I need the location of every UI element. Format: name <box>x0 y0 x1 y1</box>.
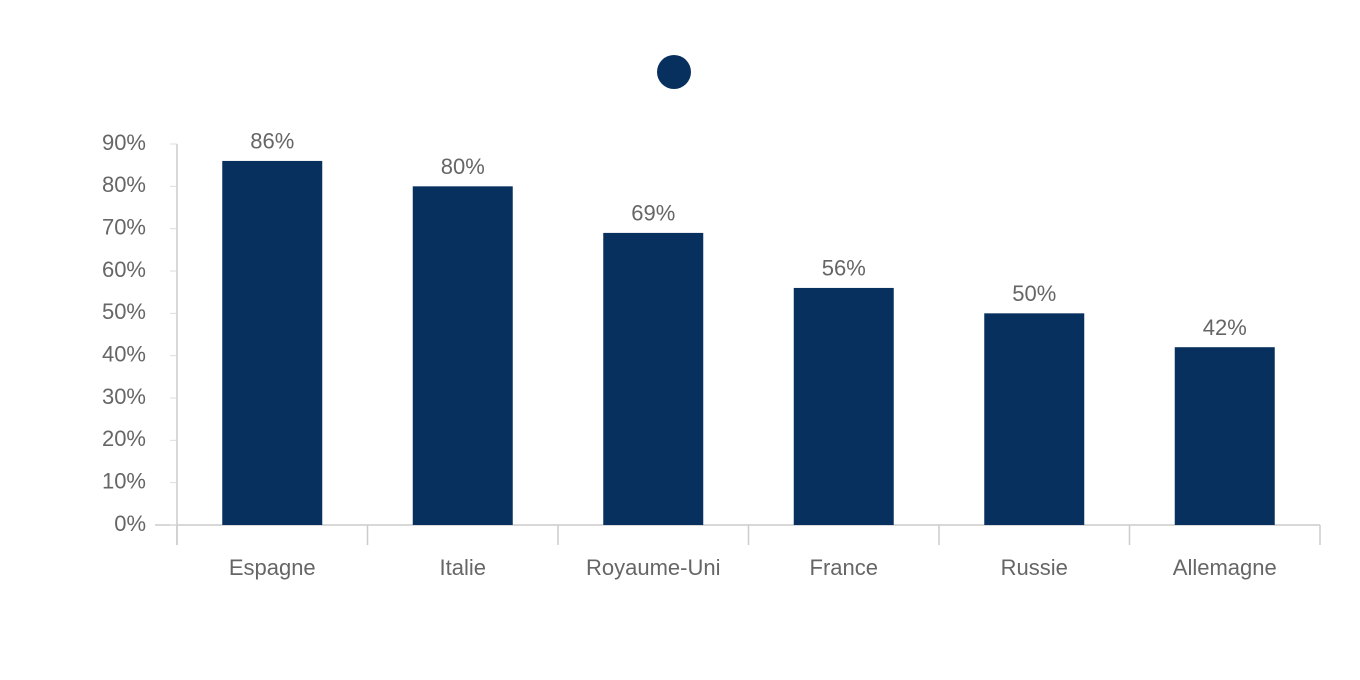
y-tick-label: 20% <box>102 426 146 451</box>
bar <box>984 313 1085 525</box>
x-tick-label: Russie <box>1001 555 1068 580</box>
x-tick-label: Royaume-Uni <box>586 555 721 580</box>
x-tick-label: Espagne <box>229 555 316 580</box>
value-label: 86% <box>250 129 294 154</box>
y-tick-label: 70% <box>102 214 146 239</box>
y-tick-label: 30% <box>102 384 146 409</box>
bar <box>793 287 894 525</box>
legend-marker <box>657 55 691 89</box>
bar <box>603 232 704 525</box>
bar <box>222 160 323 525</box>
x-tick-label: Allemagne <box>1173 555 1277 580</box>
y-tick-label: 90% <box>102 130 146 155</box>
value-label: 50% <box>1012 281 1056 306</box>
y-tick-label: 60% <box>102 257 146 282</box>
value-label: 42% <box>1203 315 1247 340</box>
value-label: 69% <box>631 201 675 226</box>
bar <box>1174 347 1275 525</box>
bar <box>412 186 513 526</box>
value-label: 80% <box>441 154 485 179</box>
y-tick-label: 80% <box>102 172 146 197</box>
y-tick-label: 10% <box>102 468 146 493</box>
y-tick-label: 40% <box>102 341 146 366</box>
x-tick-label: Italie <box>440 555 486 580</box>
y-tick-label: 50% <box>102 299 146 324</box>
value-label: 56% <box>822 256 866 281</box>
x-tick-label: France <box>810 555 878 580</box>
y-tick-label: 0% <box>114 511 146 536</box>
